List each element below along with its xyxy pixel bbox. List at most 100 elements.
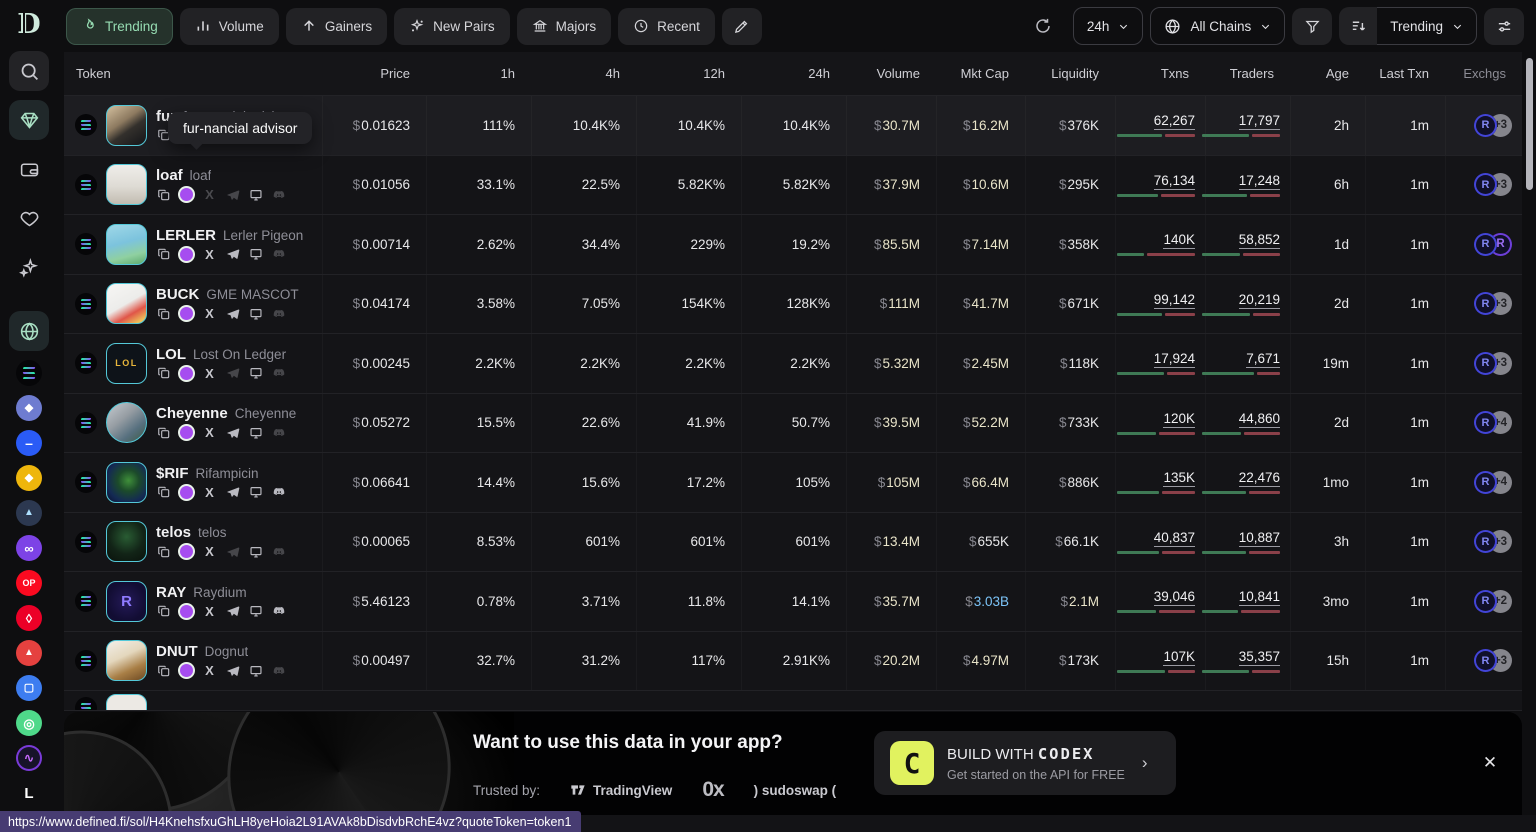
exchanges-cell[interactable]: R +2 bbox=[1445, 572, 1522, 631]
website-icon[interactable] bbox=[248, 485, 263, 500]
search-button[interactable] bbox=[9, 51, 49, 91]
pumpfun-icon[interactable] bbox=[179, 544, 194, 559]
token-image[interactable] bbox=[106, 104, 147, 146]
sort-by-select[interactable]: Trending bbox=[1377, 7, 1477, 45]
timeframe-select[interactable]: 24h bbox=[1072, 7, 1144, 45]
raydium-exchange-icon[interactable]: R bbox=[1474, 411, 1497, 435]
discord-icon[interactable] bbox=[271, 187, 286, 202]
exchanges-cell[interactable]: R +3 bbox=[1445, 156, 1522, 215]
website-icon[interactable] bbox=[248, 306, 263, 321]
copy-address-icon[interactable] bbox=[156, 663, 171, 678]
x-twitter-icon[interactable]: X bbox=[205, 663, 214, 679]
column-header-age[interactable]: Age bbox=[1325, 66, 1349, 81]
exchanges-cell[interactable]: R +4 bbox=[1445, 394, 1522, 453]
table-row[interactable]: loaf loaf X $0.01056 33.1% 22.5% 5.82K% … bbox=[64, 155, 1522, 215]
table-row[interactable]: DNUT Dognut X $0.00497 32.7% 31.2% 117% … bbox=[64, 631, 1522, 691]
x-twitter-icon[interactable]: X bbox=[205, 306, 214, 322]
pumpfun-icon[interactable] bbox=[179, 663, 194, 678]
raydium-exchange-icon[interactable]: R bbox=[1474, 232, 1497, 256]
copy-address-icon[interactable] bbox=[156, 187, 171, 202]
table-row-partial[interactable] bbox=[64, 691, 1522, 711]
copy-address-icon[interactable] bbox=[156, 366, 171, 381]
website-icon[interactable] bbox=[248, 425, 263, 440]
raydium-exchange-icon[interactable]: R bbox=[1474, 649, 1497, 673]
column-header-24h[interactable]: 24h bbox=[808, 66, 830, 81]
build-with-codex-button[interactable]: C BUILD WITH CODEX Get started on the AP… bbox=[874, 731, 1176, 795]
sonic-chain-icon[interactable]: ∿ bbox=[16, 745, 42, 771]
telegram-icon[interactable] bbox=[225, 247, 240, 262]
edit-lists-button[interactable] bbox=[721, 7, 762, 45]
column-header-exchgs[interactable]: Exchgs bbox=[1463, 66, 1506, 81]
token-image[interactable] bbox=[106, 461, 147, 503]
column-header-token[interactable]: Token bbox=[76, 66, 111, 81]
optimism-chain-icon[interactable]: OP bbox=[16, 570, 42, 596]
column-header-txns[interactable]: Txns bbox=[1160, 66, 1189, 81]
token-image[interactable] bbox=[106, 521, 147, 563]
avalanche-chain-icon[interactable]: ▲ bbox=[16, 640, 42, 666]
exchanges-cell[interactable]: R +3 bbox=[1445, 96, 1522, 155]
defined-logo[interactable]: D bbox=[17, 9, 41, 40]
website-icon[interactable] bbox=[248, 663, 263, 678]
raydium-exchange-icon[interactable]: R bbox=[1474, 589, 1497, 613]
column-header-liquidity[interactable]: Liquidity bbox=[1051, 66, 1099, 81]
token-symbol[interactable]: loaf bbox=[156, 167, 183, 185]
copy-address-icon[interactable] bbox=[156, 425, 171, 440]
pumpfun-icon[interactable] bbox=[179, 425, 194, 440]
table-row[interactable]: Cheyenne Cheyenne X $0.05272 15.5% 22.6%… bbox=[64, 393, 1522, 453]
column-header-12h[interactable]: 12h bbox=[703, 66, 725, 81]
banner-close-button[interactable]: ✕ bbox=[1482, 753, 1498, 772]
sparkles-nav-button[interactable] bbox=[9, 247, 49, 287]
table-row[interactable]: LERLER Lerler Pigeon X $0.00714 2.62% 34… bbox=[64, 215, 1522, 275]
raydium-exchange-icon[interactable]: R bbox=[1474, 173, 1497, 197]
raydium-exchange-icon[interactable]: R bbox=[1474, 530, 1497, 554]
telegram-icon[interactable] bbox=[225, 425, 240, 440]
tab-volume[interactable]: Volume bbox=[179, 7, 279, 45]
telegram-icon[interactable] bbox=[225, 366, 240, 381]
table-row[interactable]: BUCK GME MASCOT X $0.04174 3.58% 7.05% 1… bbox=[64, 274, 1522, 334]
pumpfun-icon[interactable] bbox=[179, 187, 194, 202]
x-twitter-icon[interactable]: X bbox=[205, 425, 214, 441]
raydium-exchange-icon[interactable]: R bbox=[1474, 351, 1497, 375]
telegram-icon[interactable] bbox=[225, 663, 240, 678]
scrollbar-thumb[interactable] bbox=[1526, 58, 1533, 190]
token-symbol[interactable]: DNUT bbox=[156, 643, 198, 661]
token-image[interactable] bbox=[106, 640, 147, 682]
token-symbol[interactable]: RAY bbox=[156, 583, 187, 601]
token-image[interactable]: R bbox=[106, 580, 147, 622]
telegram-icon[interactable] bbox=[225, 306, 240, 321]
column-header-lasttxn[interactable]: Last Txn bbox=[1379, 66, 1429, 81]
discord-icon[interactable] bbox=[271, 425, 286, 440]
copy-address-icon[interactable] bbox=[156, 604, 171, 619]
website-icon[interactable] bbox=[248, 604, 263, 619]
discord-icon[interactable] bbox=[271, 604, 286, 619]
x-twitter-icon[interactable]: X bbox=[205, 544, 214, 560]
tab-trending[interactable]: Trending bbox=[66, 7, 173, 45]
tab-majors[interactable]: Majors bbox=[516, 7, 612, 45]
ethereum-chain-icon[interactable]: ◆ bbox=[16, 395, 42, 421]
discord-icon[interactable] bbox=[271, 306, 286, 321]
pumpfun-icon[interactable] bbox=[179, 247, 194, 262]
x-twitter-icon[interactable]: X bbox=[205, 603, 214, 619]
raydium-exchange-icon[interactable]: R bbox=[1474, 113, 1497, 137]
base-chain-icon[interactable]: – bbox=[16, 430, 42, 456]
column-header-mktcap[interactable]: Mkt Cap bbox=[960, 66, 1009, 81]
column-header-1h[interactable]: 1h bbox=[500, 66, 515, 81]
all-networks-button[interactable] bbox=[9, 311, 49, 351]
exchanges-cell[interactable]: R +3 bbox=[1445, 334, 1522, 393]
pumpfun-icon[interactable] bbox=[179, 306, 194, 321]
exchanges-cell[interactable]: R +3 bbox=[1445, 513, 1522, 572]
website-icon[interactable] bbox=[248, 187, 263, 202]
telegram-icon[interactable] bbox=[225, 187, 240, 202]
x-twitter-icon[interactable]: X bbox=[205, 484, 214, 500]
exchanges-cell[interactable]: R R bbox=[1445, 215, 1522, 274]
wallet-nav-button[interactable] bbox=[9, 149, 49, 189]
discord-icon[interactable] bbox=[271, 485, 286, 500]
tab-recent[interactable]: Recent bbox=[618, 7, 715, 45]
token-symbol[interactable]: BUCK bbox=[156, 286, 200, 304]
polygon-chain-icon[interactable]: ∞ bbox=[16, 535, 42, 561]
table-settings-button[interactable] bbox=[1484, 7, 1524, 45]
telegram-icon[interactable] bbox=[225, 485, 240, 500]
x-twitter-icon[interactable]: X bbox=[205, 365, 214, 381]
celo-chain-icon[interactable]: ◎ bbox=[16, 710, 42, 736]
solana-chain-icon[interactable] bbox=[16, 360, 42, 386]
